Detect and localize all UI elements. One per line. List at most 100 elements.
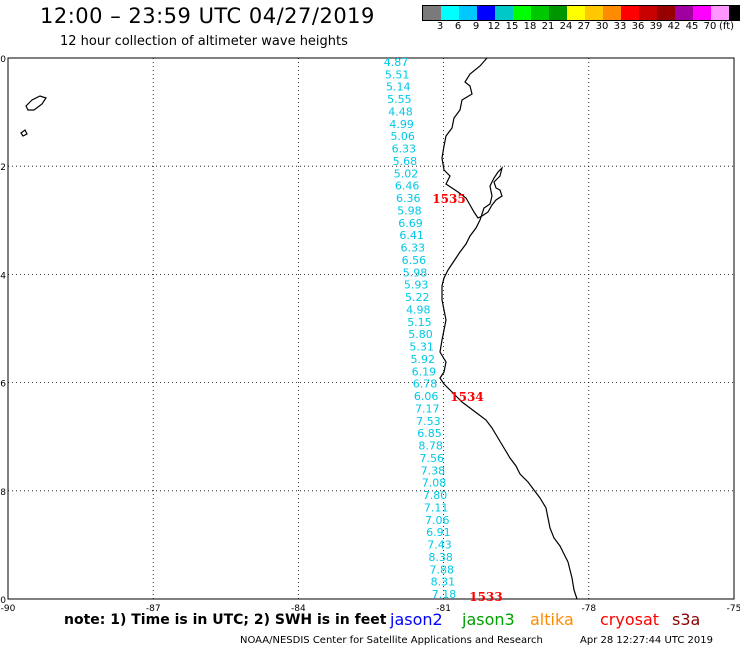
wave-height-value: 5.15 xyxy=(407,316,432,329)
map-grid xyxy=(8,58,734,599)
ecuador-peru-coastline xyxy=(439,57,578,600)
lat-tick-label: -2 xyxy=(0,163,6,173)
lon-tick-label: -87 xyxy=(146,604,161,614)
legend-swatch xyxy=(711,6,729,20)
footnote: note: 1) Time is in UTC; 2) SWH is in fe… xyxy=(64,612,387,628)
satellite-legend-jason3: jason3 xyxy=(462,610,515,629)
map-frame xyxy=(7,57,735,600)
coastline xyxy=(20,57,578,600)
wave-height-values: 4.875.515.145.554.484.995.06 6.33 5.685.02… xyxy=(384,56,457,601)
wave-height-value: 5.22 xyxy=(405,291,430,304)
axis-tick-labels: -90 -87 -84 -81 -78 -75 0 -2 -4 -6 -8 -10 xyxy=(0,55,740,614)
wave-height-value: 5.14 xyxy=(386,81,411,94)
wave-height-value: 6.06 xyxy=(414,390,439,403)
lon-tick-label: -75 xyxy=(727,604,740,614)
wave-height-value: 6.33 xyxy=(400,242,425,255)
legend-swatch xyxy=(729,6,740,20)
wave-height-value: 6.69 xyxy=(398,217,423,230)
satellite-track-labels: 1535 1534 1533 xyxy=(432,192,502,604)
wave-height-value: 5.93 xyxy=(404,279,429,292)
legend-label: 21 xyxy=(541,21,555,32)
legend-swatch xyxy=(657,6,675,20)
map-subtitle: 12 hour collection of altimeter wave hei… xyxy=(60,34,348,49)
track-label: 1535 xyxy=(432,192,465,206)
legend-label: 39 xyxy=(649,21,663,32)
wave-height-value: 7.06 xyxy=(425,514,450,527)
wave-height-value: 6.46 xyxy=(395,180,420,193)
lat-tick-label: -6 xyxy=(0,380,6,390)
wave-height-value: 6.56 xyxy=(402,254,427,267)
lon-tick-label: -81 xyxy=(436,604,451,614)
legend-label: 45 xyxy=(685,21,699,32)
satellite-legend-jason2: jason2 xyxy=(390,610,443,629)
legend-label: 24 xyxy=(559,21,573,32)
legend-swatch xyxy=(675,6,693,20)
lat-tick-label: 0 xyxy=(0,55,6,65)
wave-height-value: 6.85 xyxy=(417,427,442,440)
legend-swatch xyxy=(567,6,585,20)
wave-height-value: 6.36 xyxy=(396,192,421,205)
wave-height-value: 5.98 xyxy=(403,266,428,279)
generation-timestamp: Apr 28 12:27:44 UTC 2019 xyxy=(580,635,713,646)
satellite-legend-altika: altika xyxy=(530,610,574,629)
wave-height-value: 7.88 xyxy=(430,563,455,576)
legend-swatch xyxy=(639,6,657,20)
track-label: 1533 xyxy=(469,590,502,604)
lon-tick-label: -78 xyxy=(581,604,596,614)
wave-height-value: 6.41 xyxy=(399,229,424,242)
wave-height-value: 7.80 xyxy=(423,489,448,502)
wave-height-value: 4.98 xyxy=(406,303,431,316)
lat-tick-label: -10 xyxy=(0,596,6,606)
wave-height-value: 4.48 xyxy=(388,105,413,118)
legend-label: 15 xyxy=(505,21,519,32)
satellite-legend-cryosat: cryosat xyxy=(600,610,660,629)
wave-height-value: 5.92 xyxy=(411,353,436,366)
wave-height-value: 5.02 xyxy=(394,167,419,180)
wave-height-value: 5.51 xyxy=(385,68,410,81)
wave-height-value: 5.68 xyxy=(393,155,418,168)
wave-height-value: 6.78 xyxy=(413,378,438,391)
wave-height-value: 7.43 xyxy=(427,539,452,552)
wave-height-value: 8.31 xyxy=(431,576,456,589)
wave-height-value: 8.78 xyxy=(418,440,443,453)
legend-swatch xyxy=(531,6,549,20)
legend-label: 36 xyxy=(631,21,645,32)
lat-tick-label: -8 xyxy=(0,488,6,498)
wave-height-value: 7.53 xyxy=(416,415,441,428)
wave-height-value: 5.55 xyxy=(387,93,412,106)
galapagos-island-main xyxy=(25,95,47,111)
map-title: 12:00 – 23:59 UTC 04/27/2019 xyxy=(40,4,375,28)
wave-height-value: 7.11 xyxy=(424,501,449,514)
wave-height-value: 5.31 xyxy=(409,341,434,354)
legend-swatch xyxy=(693,6,711,20)
galapagos-island-small xyxy=(20,129,28,137)
legend-label: 27 xyxy=(577,21,591,32)
wave-height-value: 7.17 xyxy=(415,402,440,415)
legend-label: 33 xyxy=(613,21,627,32)
wave-height-value: 7.38 xyxy=(421,464,446,477)
wave-height-value: 7.18 xyxy=(432,588,457,601)
lon-tick-label: -90 xyxy=(1,604,16,614)
legend-label: 12 xyxy=(487,21,501,32)
satellite-legend-s3a: s3a xyxy=(672,610,701,629)
legend-swatch xyxy=(621,6,639,20)
legend-label: 3 xyxy=(436,21,444,32)
wave-height-value: 4.87 xyxy=(384,56,409,69)
legend-swatch xyxy=(549,6,567,20)
legend-swatch xyxy=(477,6,495,20)
legend-swatch xyxy=(495,6,513,20)
legend-label: 70 xyxy=(703,21,717,32)
legend-label: 42 xyxy=(667,21,681,32)
legend-swatch xyxy=(459,6,477,20)
credit-line: NOAA/NESDIS Center for Satellite Applica… xyxy=(240,635,543,646)
legend-label: 9 xyxy=(472,21,480,32)
legend-label: 18 xyxy=(523,21,537,32)
lon-tick-label: -84 xyxy=(291,604,306,614)
wave-height-value: 8.38 xyxy=(428,551,453,564)
wave-height-value: 5.06 xyxy=(390,130,415,143)
legend-swatch xyxy=(603,6,621,20)
legend-swatch xyxy=(513,6,531,20)
wave-height-value: 4.99 xyxy=(389,118,414,131)
wave-height-value: 6.91 xyxy=(426,526,451,539)
